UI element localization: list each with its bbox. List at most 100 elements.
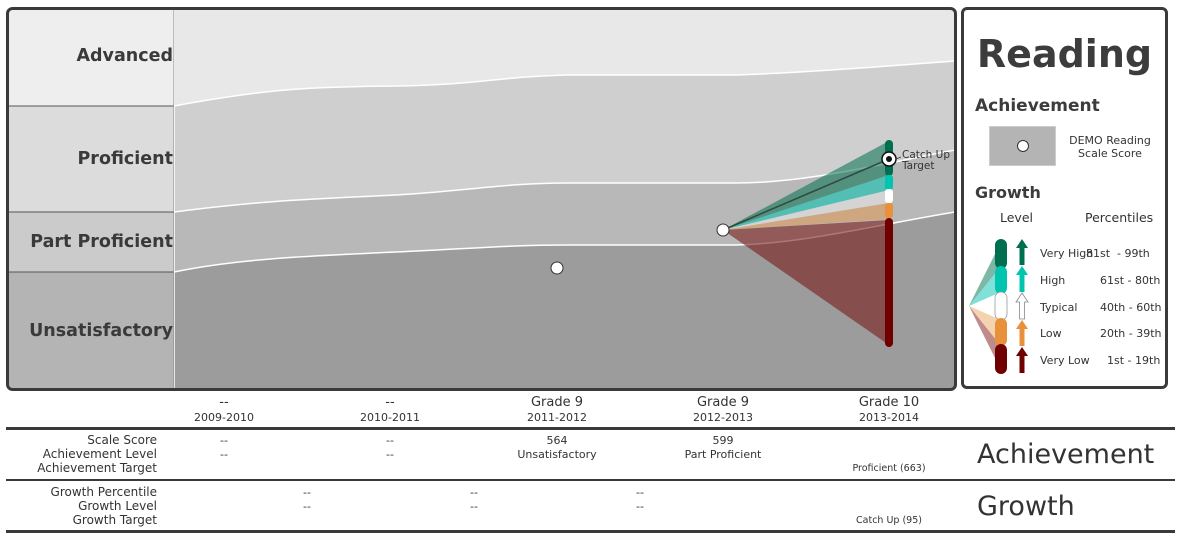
legend-arrow-very-low: [1016, 347, 1028, 373]
x-year-label: 2011-2012: [527, 411, 587, 424]
growth-bar-very-low: [885, 218, 893, 347]
x-label-2011-2012: Grade 9 2011-2012: [492, 395, 622, 424]
achievement-level-2010-2011: --: [386, 448, 394, 461]
legend-achievement-label: DEMO Reading Scale Score: [1069, 134, 1151, 160]
x-label-2013-2014: Grade 10 2013-2014: [824, 395, 954, 424]
row-label-achievement-level: Achievement Level: [42, 447, 157, 461]
catch-up-line: [722, 158, 890, 231]
band-label-part-proficient: Part Proficient: [30, 232, 173, 252]
x-label-2009-2010: -- 2009-2010: [159, 395, 289, 424]
legend-title: Reading: [976, 32, 1153, 76]
legend-level-high: High: [1040, 274, 1066, 287]
legend-arrow-high: [1016, 266, 1028, 292]
arrow-up-icon: [1016, 239, 1028, 265]
legend-pct-very-high: 81st - 99th: [1086, 247, 1150, 260]
band-label-proficient: Proficient: [77, 149, 173, 169]
row-label-achievement-target: Achievement Target: [37, 461, 157, 475]
growth-bar-high: [885, 175, 893, 190]
x-label-2010-2011: -- 2010-2011: [325, 395, 455, 424]
growth-level-3: --: [636, 500, 644, 513]
achievement-chart: Catch Up Target Advanced Proficient Part…: [6, 7, 957, 391]
x-grade-label: --: [385, 395, 395, 410]
legend-arrow-very-high: [1016, 239, 1028, 265]
legend-col-level: Level: [1000, 210, 1033, 225]
growth-section-title: Growth: [977, 491, 1075, 522]
arrow-up-icon: [1016, 320, 1028, 346]
catch-up-label-line2: Target: [901, 160, 934, 172]
x-year-label: 2009-2010: [194, 411, 254, 424]
band-label-unsatisfactory: Unsatisfactory: [29, 321, 173, 341]
catch-up-target-marker-inner: [886, 156, 892, 162]
legend-bar-very-high: [995, 239, 1007, 269]
label-band-proficient: [8, 106, 174, 212]
legend-point-icon: [1017, 140, 1029, 152]
row-label-scale-score: Scale Score: [87, 433, 157, 447]
scale-score-2010-2011: --: [386, 434, 394, 447]
achievement-target-2013-2014: Proficient (663): [852, 463, 926, 474]
growth-percentile-1: --: [303, 486, 311, 499]
x-grade-label: Grade 9: [696, 395, 750, 410]
legend-pct-very-low: 1st - 19th: [1107, 354, 1161, 367]
growth-level-1: --: [303, 500, 311, 513]
legend-bar-typical: [994, 291, 1008, 321]
x-grade-label: Grade 10: [858, 395, 920, 410]
data-point-2011-2012: [550, 261, 564, 275]
growth-bar-low: [885, 203, 893, 218]
band-label-advanced: Advanced: [76, 46, 173, 66]
legend-arrow-typical: [1015, 292, 1029, 320]
legend-level-typical: Typical: [1040, 301, 1078, 314]
legend-pct-typical: 40th - 60th: [1100, 301, 1162, 314]
achievement-level-2011-2012: Unsatisfactory: [517, 448, 597, 461]
legend-bar-low: [995, 318, 1007, 346]
arrow-up-icon: [1015, 292, 1029, 320]
legend-fan-low: [969, 306, 1001, 346]
growth-level-2: --: [470, 500, 478, 513]
legend-fan-very-high: [969, 242, 1001, 306]
catch-up-leader: [895, 156, 902, 160]
chart-canvas: Catch Up Target: [6, 7, 957, 391]
achievement-section-title: Achievement: [977, 439, 1155, 470]
data-point-2012-2013: [716, 223, 730, 237]
row-label-growth-target: Growth Target: [72, 513, 157, 527]
legend-arrow-low: [1016, 320, 1028, 346]
legend-col-percentiles: Percentiles: [1085, 210, 1154, 225]
label-band-advanced: [8, 9, 174, 106]
growth-bar-typical: [885, 189, 893, 203]
legend-growth-heading: Growth: [975, 183, 1041, 202]
scale-score-2012-2013: 599: [712, 434, 734, 447]
scale-score-2011-2012: 564: [546, 434, 568, 447]
legend-pct-low: 20th - 39th: [1100, 327, 1162, 340]
legend-achievement-swatch: [989, 126, 1056, 166]
label-band-part-proficient: [8, 212, 174, 272]
legend-bar-high: [995, 266, 1007, 294]
legend-fan-very-low: [969, 306, 1001, 370]
legend-growth-graphic: [969, 239, 1029, 374]
legend-panel: Reading Achievement DEMO Reading Scale S…: [961, 7, 1168, 389]
growth-target-2013-2014: Catch Up (95): [856, 515, 922, 526]
arrow-up-icon: [1016, 347, 1028, 373]
x-grade-label: --: [219, 395, 229, 410]
x-year-label: 2012-2013: [693, 411, 753, 424]
legend-level-very-high: Very High: [1040, 247, 1094, 260]
row-label-growth-level: Growth Level: [78, 499, 157, 513]
legend-bar-very-low: [995, 344, 1007, 374]
growth-percentile-2: --: [470, 486, 478, 499]
x-year-label: 2010-2011: [360, 411, 420, 424]
growth-fan-low: [723, 203, 889, 230]
legend-pct-high: 61st - 80th: [1100, 274, 1161, 287]
growth-fan-very-high: [723, 141, 889, 230]
x-year-label: 2013-2014: [859, 411, 919, 424]
growth-percentile-3: --: [636, 486, 644, 499]
arrow-up-icon: [1016, 266, 1028, 292]
label-band-unsatisfactory: [8, 272, 174, 389]
achievement-level-2009-2010: --: [220, 448, 228, 461]
legend-level-very-low: Very Low: [1040, 354, 1090, 367]
legend-fan-high: [969, 266, 1001, 306]
catch-up-label-line1: Catch Up: [902, 149, 950, 161]
x-grade-label: Grade 9: [530, 395, 584, 410]
scale-score-2009-2010: --: [220, 434, 228, 447]
chart-frame: [6, 7, 957, 391]
table-divider-middle: [6, 479, 1175, 481]
table-divider-top: [6, 427, 1175, 430]
growth-fan-very-low: [723, 220, 889, 345]
